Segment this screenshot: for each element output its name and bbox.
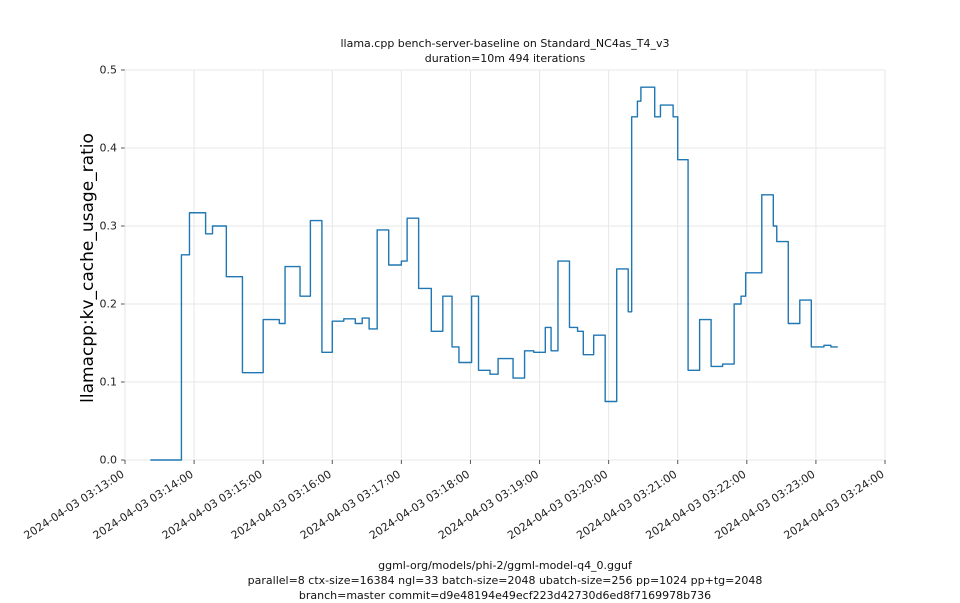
chart-subtitle: duration=10m 494 iterations [424,52,586,65]
y-tick-label: 0.3 [100,220,118,233]
series-line [150,86,838,461]
chart-title: llama.cpp bench-server-baseline on Stand… [340,37,670,50]
footer-model-path: ggml-org/models/phi-2/ggml-model-q4_0.gg… [378,559,632,572]
footer-branch-commit: branch=master commit=d9e48194e49ecf223d4… [298,589,712,602]
footer-bench-params: parallel=8 ctx-size=16384 ngl=33 batch-s… [247,574,763,587]
y-axis-label: llamacpp:kv_cache_usage_ratio [78,133,98,403]
y-tick-label: 0.2 [100,298,118,311]
chart-footer-block: ggml-org/models/phi-2/ggml-model-q4_0.gg… [125,558,885,603]
y-tick-label: 0.4 [100,142,118,155]
chart-title-block: llama.cpp bench-server-baseline on Stand… [125,36,885,66]
y-tick-label: 0.0 [100,454,118,467]
y-tick-label: 0.1 [100,376,118,389]
y-tick-label: 0.5 [100,64,118,77]
